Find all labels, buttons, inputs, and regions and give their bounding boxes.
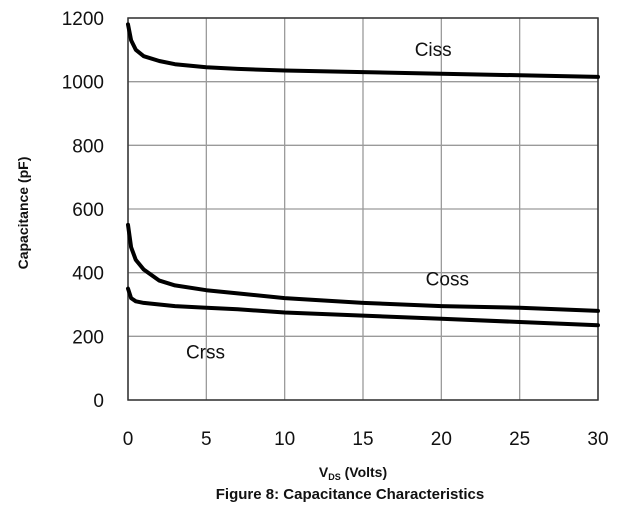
- y-tick-label: 1200: [62, 9, 104, 30]
- annotation-crss: Crss: [186, 343, 225, 364]
- chart-title: Figure 8: Capacitance Characteristics: [216, 486, 484, 503]
- y-axis-label: Capacitance (pF): [15, 157, 31, 270]
- x-tick-label: 10: [274, 429, 295, 450]
- x-tick-label: 30: [587, 429, 608, 450]
- x-tick-labels: 0 5 10 15 20 25 30: [123, 429, 609, 450]
- y-tick-label: 1000: [62, 73, 104, 94]
- y-tick-label: 400: [72, 264, 104, 285]
- series-lines: [126, 22, 600, 328]
- x-axis-label-unit: (Volts): [341, 464, 387, 480]
- x-tick-label: 15: [352, 429, 373, 450]
- plot-frame: [127, 17, 599, 401]
- annotation-ciss: Ciss: [415, 40, 452, 61]
- y-tick-label: 800: [72, 136, 104, 157]
- series-line-crss: [126, 286, 600, 328]
- x-axis-label-subscript: DS: [328, 472, 341, 482]
- annotation-coss: Coss: [426, 269, 469, 290]
- series-line-coss: [126, 222, 600, 313]
- y-tick-labels: 0 200 400 600 800 1000 1200: [62, 9, 104, 412]
- x-tick-label: 0: [123, 429, 134, 450]
- y-tick-label: 600: [72, 200, 104, 221]
- series-line-ciss: [126, 22, 600, 79]
- y-tick-label: 200: [72, 327, 104, 348]
- x-axis-label: VDS (Volts): [319, 464, 387, 482]
- series-annotations: Ciss Coss Crss: [186, 40, 469, 363]
- x-tick-label: 25: [509, 429, 530, 450]
- x-tick-label: 5: [201, 429, 212, 450]
- x-tick-label: 20: [431, 429, 452, 450]
- x-axis-label-main: V: [319, 464, 329, 480]
- y-tick-label: 0: [93, 391, 104, 412]
